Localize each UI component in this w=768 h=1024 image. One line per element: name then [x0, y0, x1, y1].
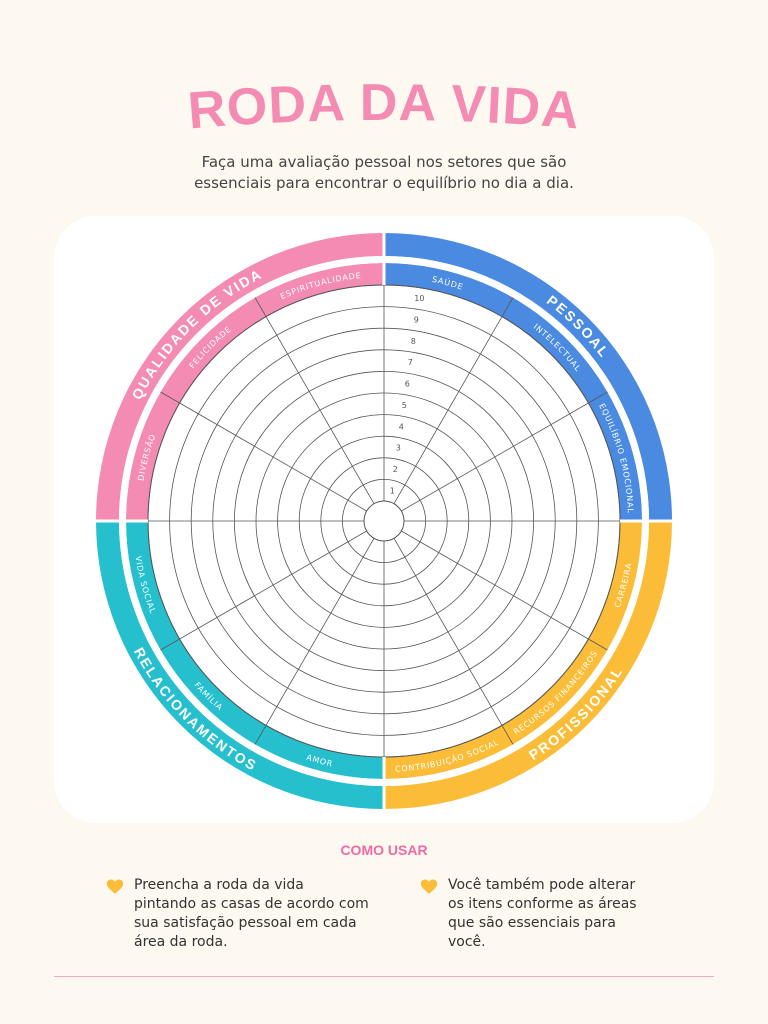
- heart-icon: [106, 879, 124, 894]
- grid-spoke-5: [393, 538, 514, 745]
- grid-spoke-8: [160, 530, 367, 651]
- tip-1-text: Preencha a roda da vida pintando as casa…: [134, 876, 374, 952]
- group-band-pessoal: [384, 233, 672, 521]
- subtitle-line-1: Faça uma avaliação pessoal nos setores q…: [201, 153, 567, 171]
- item-band-pessoal: [384, 263, 642, 521]
- scale-label-10: 10: [414, 294, 424, 303]
- grid-spoke-4: [401, 530, 608, 651]
- grid-spoke-10: [160, 391, 367, 512]
- scale-label-9: 9: [414, 315, 419, 324]
- item-band-relacionamentos: [126, 521, 384, 779]
- group-band-profissional: [384, 521, 672, 809]
- scale-label-3: 3: [396, 444, 401, 453]
- scale-label-5: 5: [402, 401, 407, 410]
- how-to-title: COMO USAR: [340, 842, 428, 858]
- scale-label-6: 6: [405, 380, 410, 389]
- grid-spoke-1: [393, 297, 514, 504]
- item-band-profissional: [384, 521, 642, 779]
- grid-spoke-2: [401, 391, 608, 512]
- item-band-qualidade-de-vida: [126, 263, 384, 521]
- scale-label-1: 1: [390, 486, 395, 495]
- tip-2-text: Você também pode alterar os itens confor…: [448, 876, 688, 952]
- group-band-relacionamentos: [96, 521, 384, 809]
- wheel-card: PESSOAL SAÚDE INTELECTUAL EQUILÍBRIO EMOCIO…: [54, 216, 714, 823]
- tip-2-line-3: que são essenciais para: [448, 915, 616, 931]
- scale-label-4: 4: [399, 422, 404, 431]
- tip-1-line-2: pintando as casas de acordo com: [134, 896, 369, 912]
- heart-icon: [420, 879, 438, 894]
- scale-label-2: 2: [393, 465, 398, 474]
- tip-2-line-4: você.: [448, 934, 486, 950]
- subtitle-line-2: essenciais para encontrar o equilíbrio n…: [194, 174, 574, 192]
- page-subtitle: Faça uma avaliação pessoal nos setores q…: [140, 152, 628, 194]
- scale-label-8: 8: [411, 337, 416, 346]
- grid-hub: [363, 500, 405, 542]
- scale-label-7: 7: [408, 358, 413, 367]
- svg-text:RODA DA VIDA: RODA DA VIDA: [186, 74, 582, 140]
- page-title: RODA DA VIDA: [0, 62, 768, 142]
- tip-1-line-4: área da roda.: [134, 934, 228, 950]
- tip-2-line-1: Você também pode alterar: [448, 877, 636, 893]
- page-title-text: RODA DA VIDA: [186, 74, 581, 140]
- grid-spoke-11: [254, 297, 375, 504]
- tip-1-line-3: sua satisfação pessoal em cada: [134, 915, 357, 931]
- tip-1-line-1: Preencha a roda da vida: [134, 877, 304, 893]
- page-title-arc: RODA DA VIDA: [186, 74, 582, 140]
- tip-2-line-2: os itens conforme as áreas: [448, 896, 637, 912]
- grid-spoke-7: [254, 538, 375, 745]
- group-band-qualidade-de-vida: [96, 233, 384, 521]
- footer-divider: [54, 976, 714, 977]
